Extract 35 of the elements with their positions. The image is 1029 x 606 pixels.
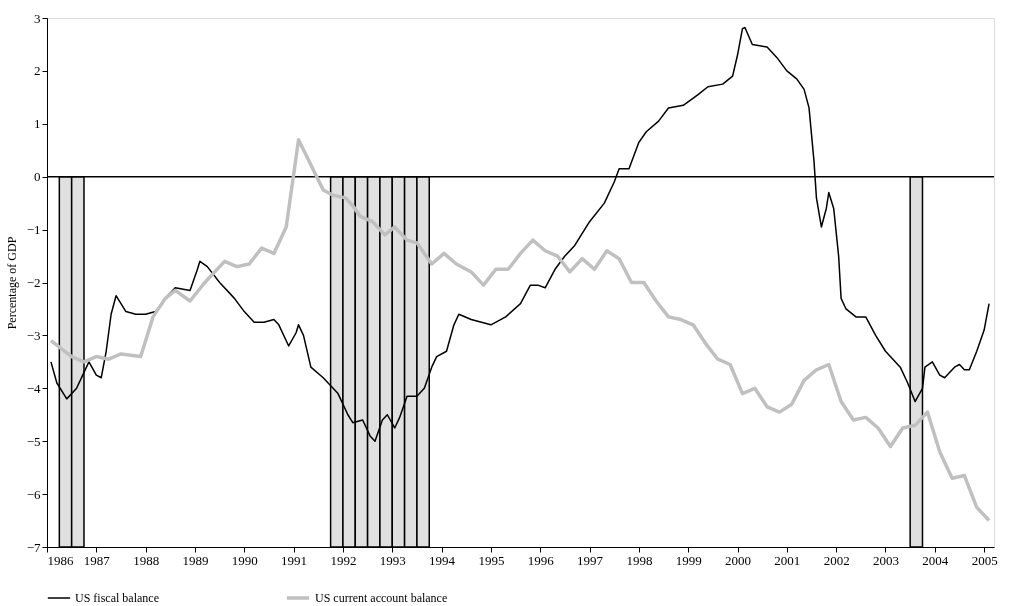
x-tick-label: 1989 (182, 552, 209, 568)
x-tick-label: 1992 (330, 552, 357, 568)
x-tick-label: 2002 (823, 552, 850, 568)
x-tick-label: 1994 (429, 552, 456, 568)
x-tick-label: 2004 (922, 552, 949, 568)
x-tick-label: 1988 (133, 552, 160, 568)
x-tick-label: 1999 (675, 552, 702, 568)
x-tick-label: 1993 (379, 552, 406, 568)
x-tick-label: 1998 (626, 552, 653, 568)
y-tick-label: −6 (26, 486, 41, 502)
x-tick-label: 1987 (83, 552, 111, 568)
x-tick-label: 2001 (774, 552, 801, 568)
x-tick-label: 2000 (725, 552, 752, 568)
y-tick-label: −7 (26, 539, 41, 555)
y-tick-label: 3 (34, 10, 41, 26)
x-tick-label: 1996 (527, 552, 555, 568)
x-tick-label: 2005 (971, 552, 998, 568)
y-tick-label: 2 (34, 63, 41, 79)
y-tick-label: −5 (26, 433, 41, 449)
x-tick-label: 1991 (281, 552, 308, 568)
y-tick-label: −3 (26, 327, 41, 343)
y-tick-label: 0 (34, 169, 41, 185)
y-tick-label: 1 (34, 116, 41, 132)
line-series (49, 137, 991, 523)
y-tick-label: −1 (26, 222, 41, 238)
x-tick-label: 2003 (872, 552, 899, 568)
legend-label: US current account balance (315, 591, 448, 605)
y-axis-title: Percentage of GDP (4, 236, 19, 330)
x-tick-label: 1986 (47, 552, 74, 568)
x-tick-label: 1995 (478, 552, 505, 568)
x-tick-label: 1990 (231, 552, 258, 568)
y-tick-label: −4 (26, 380, 41, 396)
legend-label: US fiscal balance (75, 591, 159, 605)
y-tick-label: −2 (26, 275, 41, 290)
x-tick-label: 1997 (577, 552, 604, 568)
